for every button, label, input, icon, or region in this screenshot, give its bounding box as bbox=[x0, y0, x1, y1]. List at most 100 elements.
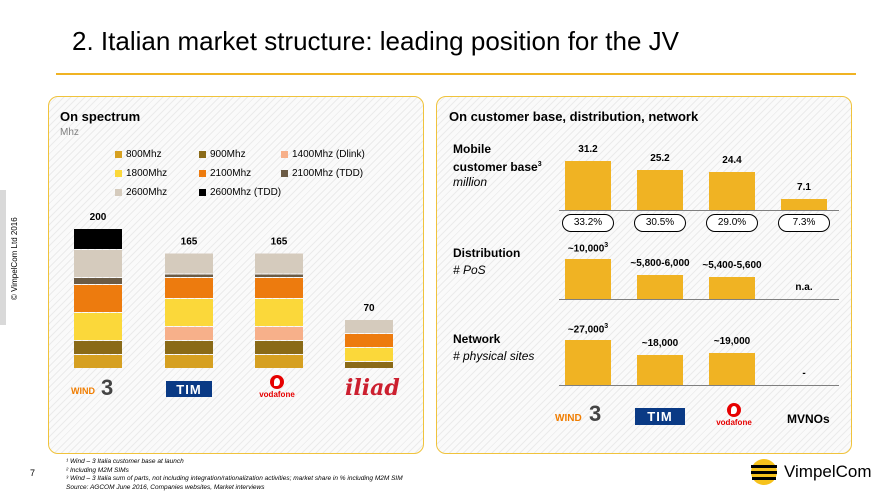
mobile-label-sup: 3 bbox=[537, 161, 542, 168]
market-share-pill: 7.3% bbox=[778, 214, 830, 232]
tim-logo-right: TIM bbox=[635, 408, 685, 425]
wind3-logo: WIND 3 bbox=[71, 375, 135, 400]
legend-label: 800Mhz bbox=[126, 149, 162, 160]
spectrum-panel: On spectrum Mhz 800Mhz 900Mhz 1400Mhz (Dli… bbox=[48, 96, 424, 454]
mobile-label-line2: customer base bbox=[453, 160, 538, 174]
spectrum-segment-3-1 bbox=[345, 362, 393, 368]
spectrum-segment-1-3 bbox=[165, 299, 213, 326]
footnotes: ¹ Wind – 3 Italia customer base at launc… bbox=[66, 458, 403, 492]
spectrum-segment-0-4 bbox=[74, 285, 122, 312]
legend-swatch bbox=[115, 170, 122, 177]
bar-value-label: ~5,800-6,000 bbox=[630, 258, 690, 270]
bar-row-1-1 bbox=[637, 275, 683, 299]
legend-swatch bbox=[115, 151, 122, 158]
bar-row-0-1 bbox=[637, 170, 683, 210]
spectrum-segment-0-5 bbox=[74, 278, 122, 284]
vodafone-icon bbox=[270, 375, 284, 389]
mobile-label-line1: Mobile bbox=[453, 142, 491, 156]
mobile-label: Mobile customer base3 bbox=[453, 142, 542, 175]
copyright-label: © VimpelCom Ltd 2016 bbox=[10, 217, 19, 300]
spectrum-total-label: 70 bbox=[363, 303, 375, 314]
legend-item-2600mhz: 2600Mhz bbox=[115, 187, 167, 198]
left-edge-stripe bbox=[0, 190, 6, 325]
vodafone-logo-text: vodafone bbox=[259, 390, 295, 399]
legend-item-1800mhz: 1800Mhz bbox=[115, 168, 167, 179]
iliad-logo: iliad bbox=[345, 375, 400, 401]
spectrum-chart: 200 165 165 70 bbox=[74, 212, 393, 368]
bar-value-label: 7.1 bbox=[797, 181, 811, 193]
legend-item-2600mhz-tdd-: 2600Mhz (TDD) bbox=[199, 187, 281, 198]
spectrum-segment-0-7 bbox=[74, 229, 122, 249]
spectrum-segment-2-6 bbox=[255, 253, 303, 274]
legend-item-1400mhz-dlink-: 1400Mhz (Dlink) bbox=[281, 149, 365, 160]
legend-item-2100mhz: 2100Mhz bbox=[199, 168, 251, 179]
title-underline bbox=[56, 73, 856, 75]
legend-label: 2100Mhz (TDD) bbox=[292, 168, 364, 179]
legend-item-900mhz: 900Mhz bbox=[199, 149, 246, 160]
spectrum-segment-2-1 bbox=[255, 341, 303, 354]
axis-line-row-2 bbox=[559, 385, 839, 386]
spectrum-segment-1-0 bbox=[165, 355, 213, 368]
bar-row-2-2 bbox=[709, 353, 755, 385]
vimpelcom-logo: VimpelCom bbox=[750, 458, 872, 486]
legend-swatch bbox=[199, 151, 206, 158]
spectrum-total-label: 165 bbox=[271, 237, 288, 248]
market-share-pill: 33.2% bbox=[562, 214, 614, 232]
spectrum-segment-0-6 bbox=[74, 250, 122, 277]
page-title: 2. Italian market structure: leading pos… bbox=[72, 26, 679, 56]
tim-logo-text: TIM bbox=[176, 381, 202, 397]
spectrum-total-label: 165 bbox=[181, 237, 198, 248]
footnote-3: ³ Wind – 3 Italia sum of parts, not incl… bbox=[66, 475, 403, 482]
bar-value-sup: 3 bbox=[604, 242, 609, 249]
market-share-pill: 29.0% bbox=[706, 214, 758, 232]
wind-logo-text-right: WIND bbox=[555, 413, 582, 424]
legend-label: 2100Mhz bbox=[210, 168, 252, 179]
spectrum-segment-3-4 bbox=[345, 334, 393, 347]
bar-value-label: 31.2 bbox=[578, 144, 598, 155]
spectrum-segment-3-6 bbox=[345, 320, 393, 333]
network-unit: # physical sites bbox=[453, 349, 535, 363]
legend-label: 2600Mhz (TDD) bbox=[210, 187, 282, 198]
bar-row-0-0 bbox=[565, 161, 611, 210]
bar-value-label: - bbox=[802, 368, 806, 379]
spectrum-segment-2-5 bbox=[255, 274, 303, 277]
bar-row-1-0 bbox=[565, 259, 611, 299]
bar-row-2-1 bbox=[637, 355, 683, 385]
bar-row-2-0 bbox=[565, 340, 611, 385]
spectrum-unit: Mhz bbox=[60, 127, 79, 138]
footnote-1: ¹ Wind – 3 Italia customer base at launc… bbox=[66, 458, 184, 465]
page-number: 7 bbox=[30, 468, 36, 478]
vodafone-logo: vodafone bbox=[252, 375, 302, 399]
spectrum-segment-2-2 bbox=[255, 327, 303, 340]
legend-swatch bbox=[199, 170, 206, 177]
bar-value-sup: 3 bbox=[604, 323, 609, 330]
bar-row-0-3 bbox=[781, 198, 827, 210]
spectrum-segment-3-3 bbox=[345, 348, 393, 361]
spectrum-segment-1-5 bbox=[165, 274, 213, 277]
legend-swatch bbox=[199, 189, 206, 196]
vimpelcom-beeline-icon bbox=[751, 459, 777, 485]
mvnos-label: MVNOs bbox=[787, 412, 830, 426]
distribution-unit: # PoS bbox=[453, 263, 486, 277]
vodafone-logo-text-right: vodafone bbox=[716, 418, 752, 427]
mobile-unit: million bbox=[453, 175, 488, 189]
spectrum-segment-1-4 bbox=[165, 278, 213, 298]
bar-value-label: ~5,400-5,600 bbox=[702, 260, 762, 271]
bar-value-label: 24.4 bbox=[722, 154, 742, 166]
bar-row-1-2 bbox=[709, 277, 755, 299]
tim-logo: TIM bbox=[166, 381, 212, 397]
bar-value-label: ~18,000 bbox=[641, 338, 679, 349]
customer-panel: On customer base, distribution, network … bbox=[436, 96, 852, 454]
bar-value-label: n.a. bbox=[795, 282, 813, 293]
distribution-label: Distribution bbox=[453, 246, 521, 260]
bar-value-label: 25.2 bbox=[650, 153, 670, 165]
customer-panel-title: On customer base, distribution, network bbox=[449, 109, 699, 124]
bar-value-label: ~27,0003 bbox=[567, 323, 609, 336]
bar-value-label: ~10,0003 bbox=[567, 242, 609, 255]
legend-item-800mhz: 800Mhz bbox=[115, 149, 162, 160]
legend-swatch bbox=[115, 189, 122, 196]
vimpelcom-logo-text: VimpelCom bbox=[784, 462, 872, 481]
legend-label: 1400Mhz (Dlink) bbox=[292, 149, 365, 160]
wind3-logo-right: WIND 3 bbox=[555, 401, 621, 427]
market-share-pill: 30.5% bbox=[634, 214, 686, 232]
